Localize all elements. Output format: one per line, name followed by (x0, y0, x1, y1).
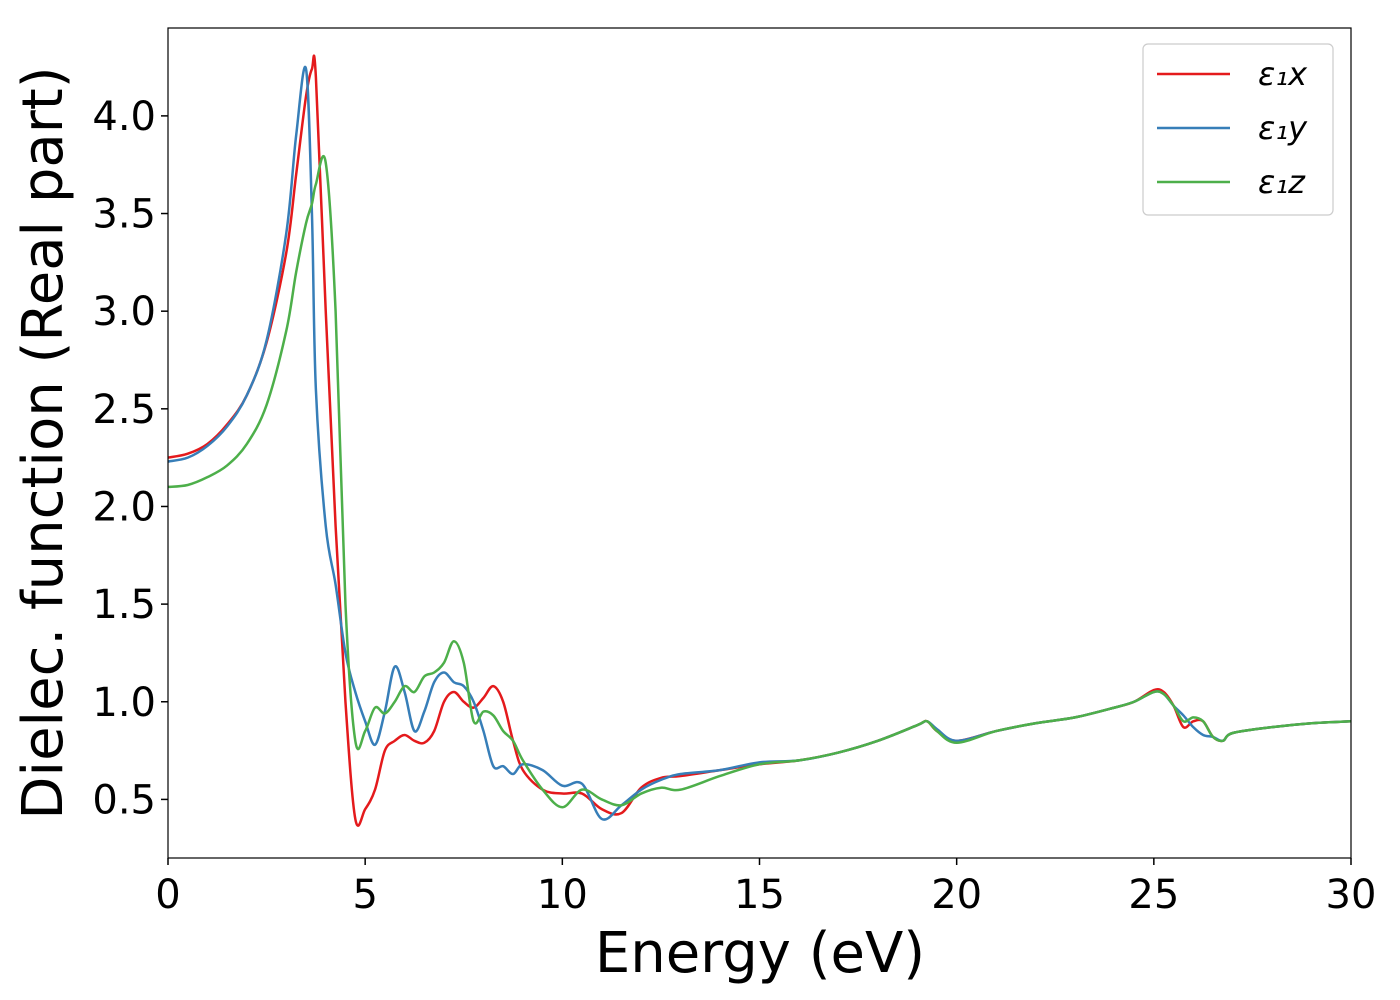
x-axis-label: Energy (eV) (595, 921, 925, 986)
y-tick-label: 3.5 (92, 192, 156, 238)
y-tick-label: 2.5 (92, 387, 156, 433)
x-tick-label: 30 (1326, 872, 1377, 918)
y-tick-label: 1.0 (92, 680, 156, 726)
y-tick-label: 0.5 (92, 777, 156, 823)
legend-label: ε₁z (1258, 163, 1306, 201)
data-line (168, 154, 1351, 809)
x-tick-label: 0 (155, 872, 180, 918)
legend-label: ε₁y (1258, 109, 1308, 147)
y-tick-label: 4.0 (92, 94, 156, 140)
y-tick-label: 2.0 (92, 484, 156, 530)
legend-box (1142, 43, 1334, 216)
legend-label: ε₁x (1258, 55, 1308, 93)
x-tick-label: 15 (734, 872, 785, 918)
x-tick-label: 10 (537, 872, 588, 918)
y-tick-label: 3.0 (92, 289, 156, 335)
x-tick-label: 5 (352, 872, 377, 918)
y-axis-label: Dielec. function (Real part) (11, 66, 76, 819)
y-tick-label: 1.5 (92, 582, 156, 628)
x-tick-label: 25 (1128, 872, 1179, 918)
x-tick-label: 20 (931, 872, 982, 918)
plot-frame (167, 27, 1352, 859)
